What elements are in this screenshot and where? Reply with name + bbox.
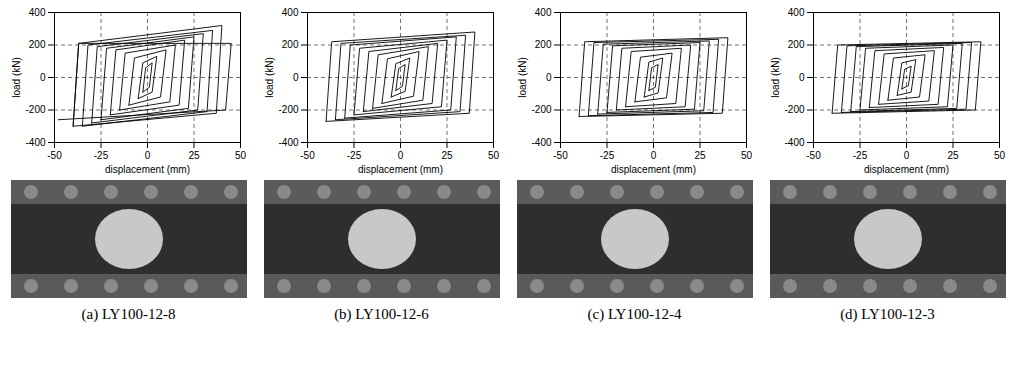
svg-text:25: 25: [188, 150, 200, 161]
svg-text:50: 50: [993, 150, 1005, 161]
svg-text:0: 0: [39, 72, 45, 83]
svg-text:200: 200: [28, 39, 45, 50]
svg-text:25: 25: [441, 150, 453, 161]
svg-text:-200: -200: [278, 104, 298, 115]
svg-text:load (kN): load (kN): [769, 57, 780, 98]
svg-text:displacement (mm): displacement (mm): [357, 164, 442, 175]
svg-text:displacement (mm): displacement (mm): [104, 164, 189, 175]
svg-text:-50: -50: [553, 150, 568, 161]
svg-text:-400: -400: [784, 137, 804, 148]
svg-text:displacement (mm): displacement (mm): [863, 164, 948, 175]
svg-text:-200: -200: [25, 104, 45, 115]
svg-text:-25: -25: [599, 150, 614, 161]
svg-text:0: 0: [144, 150, 150, 161]
svg-text:displacement (mm): displacement (mm): [610, 164, 695, 175]
svg-text:-25: -25: [852, 150, 867, 161]
svg-text:400: 400: [281, 7, 298, 18]
svg-text:0: 0: [903, 150, 909, 161]
svg-text:50: 50: [740, 150, 752, 161]
svg-text:0: 0: [397, 150, 403, 161]
svg-text:-400: -400: [25, 137, 45, 148]
svg-text:400: 400: [534, 7, 551, 18]
svg-text:load (kN): load (kN): [516, 57, 527, 98]
svg-text:-200: -200: [531, 104, 551, 115]
svg-text:-400: -400: [278, 137, 298, 148]
svg-text:50: 50: [234, 150, 246, 161]
svg-text:200: 200: [787, 39, 804, 50]
svg-text:400: 400: [787, 7, 804, 18]
svg-text:25: 25: [947, 150, 959, 161]
html-text:(a) LY100-12-8: (a) LY100-12-8: [81, 306, 176, 322]
svg-text:50: 50: [487, 150, 499, 161]
svg-text:-50: -50: [47, 150, 62, 161]
html-text:(d) LY100-12-3: (d) LY100-12-3: [840, 306, 935, 322]
svg-text:-25: -25: [346, 150, 361, 161]
html-text:(b) LY100-12-6: (b) LY100-12-6: [334, 306, 429, 322]
svg-text:-400: -400: [531, 137, 551, 148]
html-text:(c) LY100-12-4: (c) LY100-12-4: [587, 306, 682, 322]
svg-text:-50: -50: [806, 150, 821, 161]
svg-text:-200: -200: [784, 104, 804, 115]
svg-text:-50: -50: [300, 150, 315, 161]
svg-text:400: 400: [28, 7, 45, 18]
svg-text:-25: -25: [93, 150, 108, 161]
svg-text:load (kN): load (kN): [10, 57, 21, 98]
svg-text:0: 0: [798, 72, 804, 83]
svg-text:0: 0: [545, 72, 551, 83]
svg-text:25: 25: [694, 150, 706, 161]
svg-text:200: 200: [281, 39, 298, 50]
svg-text:0: 0: [292, 72, 298, 83]
svg-text:load (kN): load (kN): [263, 57, 274, 98]
svg-text:0: 0: [650, 150, 656, 161]
svg-text:200: 200: [534, 39, 551, 50]
